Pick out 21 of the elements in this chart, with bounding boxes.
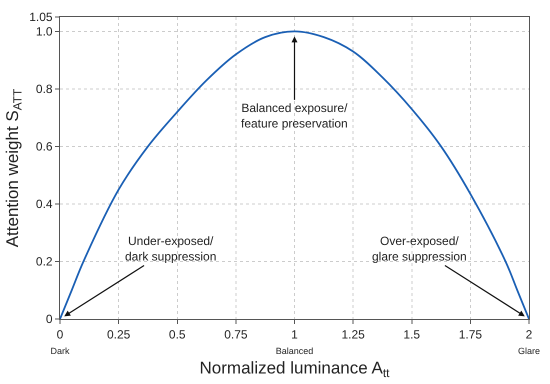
line-series: [60, 30, 529, 319]
annotation: Over-exposed/ glare suppression: [372, 234, 467, 264]
x-tick-label: 1 Balanced: [276, 327, 314, 356]
annotation: Under-exposed/ dark suppression: [125, 234, 216, 264]
x-axis-title: Normalized luminance A$_{tt}$: [200, 358, 390, 380]
x-tick-label: 0.25: [106, 327, 131, 342]
y-tick-label: 0.2: [36, 254, 53, 269]
x-tick-label: 1.75: [458, 327, 482, 342]
y-tick-label: 1.05: [29, 10, 53, 24]
annotation: Balanced exposure/ feature preservation: [241, 101, 348, 131]
y-tick-label: 0: [46, 312, 53, 326]
x-tick-label: 1.25: [341, 327, 366, 342]
x-tick-label: 0.5: [168, 327, 186, 342]
y-tick-label: 1.0: [36, 24, 53, 39]
y-tick-label: 0.4: [36, 197, 53, 212]
x-tick-label: 2 Glare: [518, 327, 540, 356]
x-tick-label: 0.75: [224, 327, 248, 342]
x-tick-label: 0 Dark: [50, 327, 70, 356]
x-tick-label: 1.5: [403, 327, 420, 342]
y-tick-label: 0.6: [36, 140, 53, 154]
y-tick-label: 0.8: [36, 82, 53, 96]
